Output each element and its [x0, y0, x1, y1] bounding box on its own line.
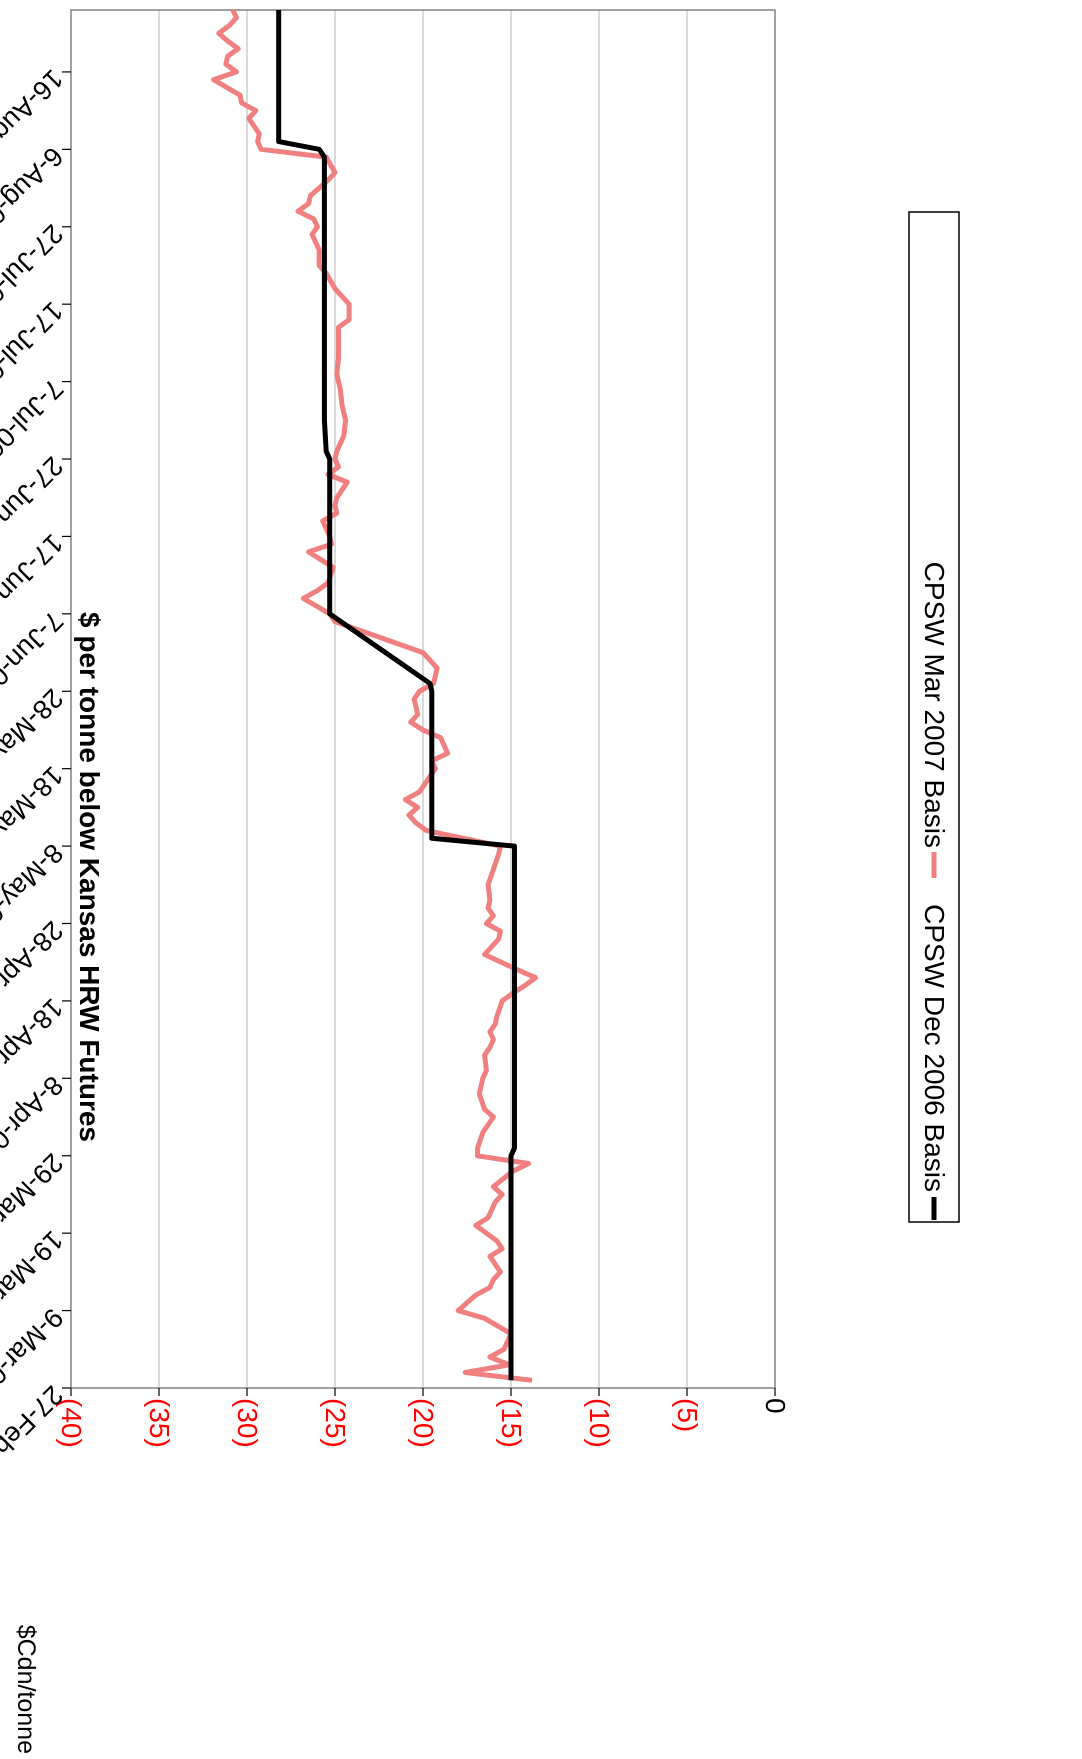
y-tick-label: (25): [320, 1398, 351, 1448]
y-tick-label: (5): [672, 1398, 703, 1432]
y-tick-label: (15): [496, 1398, 527, 1448]
chart-title: $ per tonne below Kansas HRW Futures: [74, 612, 105, 1142]
y-axis-label: $Cdn/tonne: [12, 1625, 40, 1754]
series-line-mar-2007: [211, 8, 539, 1383]
series-line-dec-2006: [276, 10, 517, 1381]
series-layer: [211, 8, 539, 1383]
legend: CPSW Dec 2006 Basis CPSW Mar 2007 Basis: [908, 211, 960, 1223]
legend-label-mar: CPSW Mar 2007 Basis: [919, 562, 950, 848]
grid-lines: [158, 10, 688, 1388]
legend-box: [908, 211, 960, 1223]
y-tick-label: (20): [408, 1398, 439, 1448]
y-tick-label: (30): [232, 1398, 263, 1448]
y-tick-label: (35): [144, 1398, 175, 1448]
y-axis-ticks: 0 (5) (10) (15) (20) (25) (30) (35) (40): [56, 1388, 791, 1448]
y-tick-label: (40): [56, 1398, 87, 1448]
y-tick-label: (10): [584, 1398, 615, 1448]
legend-label-dec: CPSW Dec 2006 Basis: [919, 904, 950, 1192]
y-tick-label: 0: [760, 1398, 791, 1414]
